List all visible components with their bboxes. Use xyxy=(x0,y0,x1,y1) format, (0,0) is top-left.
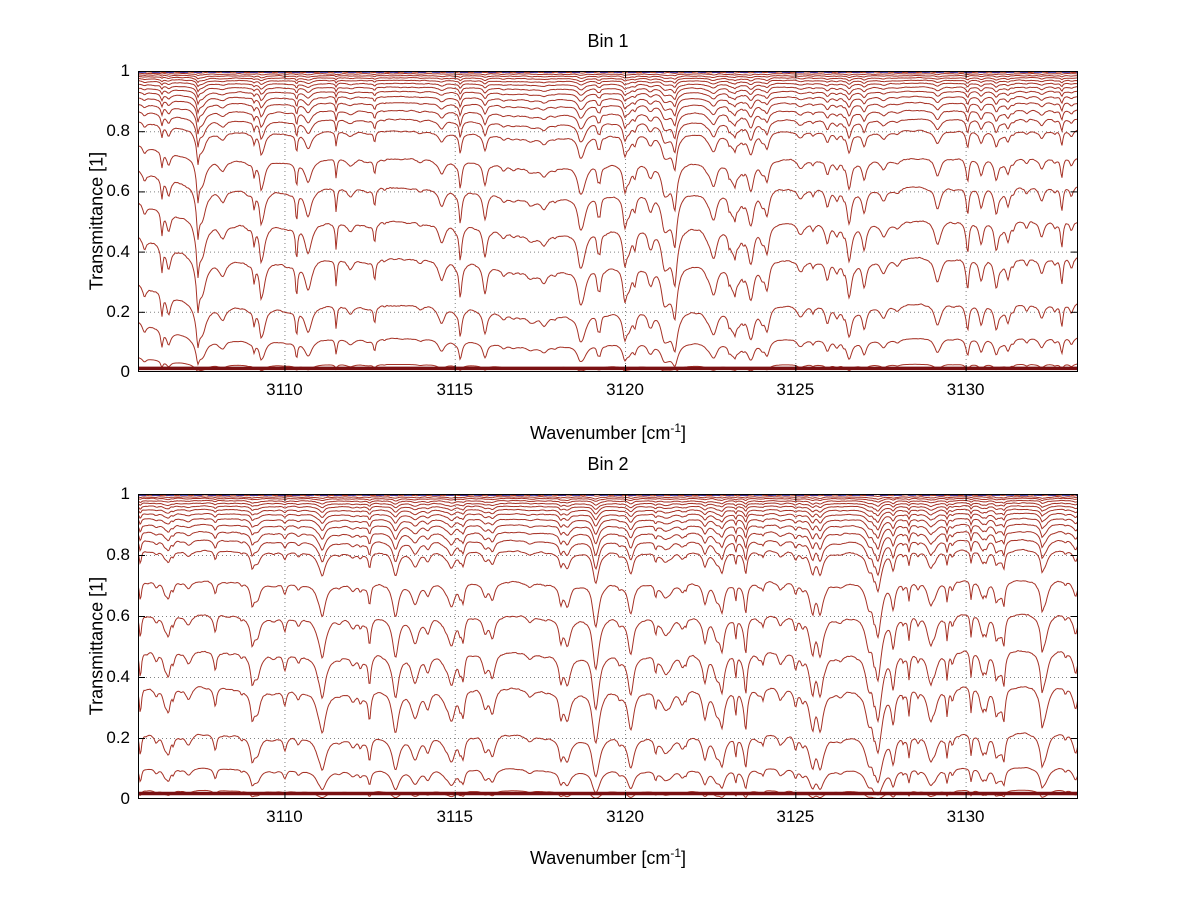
x-axis-label-text: Wavenumber [cm xyxy=(529,423,671,443)
tick-marks xyxy=(138,71,1078,372)
x-axis-label: Wavenumber [cm-1] xyxy=(138,841,1078,870)
spectrum-curve xyxy=(138,83,1078,101)
spectrum-curve xyxy=(138,284,1078,353)
x-tick-label: 3125 xyxy=(776,807,815,826)
x-axis-label-close: ] xyxy=(681,423,687,443)
chart-title: Bin 2 xyxy=(587,454,629,474)
plot-area xyxy=(138,494,1078,799)
axis-frame xyxy=(138,71,1078,372)
spectrum-curve xyxy=(138,505,1078,517)
spectrum-curve xyxy=(138,321,1078,367)
x-tick-label: 3120 xyxy=(606,380,644,399)
spectrum-curve xyxy=(138,170,1078,249)
spectrum-curve xyxy=(138,530,1078,563)
spectrum-curve xyxy=(138,517,1078,540)
spectrum-curve xyxy=(138,202,1078,289)
spectrum-curve xyxy=(138,767,1078,796)
spectrum-curve xyxy=(138,103,1078,140)
x-tick-label: 3125 xyxy=(776,380,815,399)
plot-area xyxy=(138,71,1078,372)
spectrum-curve xyxy=(138,74,1078,80)
spectrum-curve xyxy=(138,538,1078,577)
y-tick-label: 1 xyxy=(120,61,130,80)
spectrum-curve xyxy=(138,502,1078,512)
y-tick-label: 0.4 xyxy=(106,241,130,261)
x-tick-label: 3115 xyxy=(436,807,474,826)
spectrum-curve xyxy=(138,613,1078,683)
y-tick-label: 0.6 xyxy=(106,181,130,201)
transmittance-curves xyxy=(138,494,1078,799)
x-tick-label: 3110 xyxy=(266,807,303,826)
spectrum-curve xyxy=(138,523,1078,551)
x-axis-label-close: ] xyxy=(681,848,687,868)
spectrum-curve xyxy=(138,145,1078,213)
x-axis-label-superscript: -1 xyxy=(670,421,682,435)
y-tick-label: 1 xyxy=(120,484,130,503)
y-tick-label: 0.6 xyxy=(106,606,130,625)
tick-marks xyxy=(138,494,1078,799)
spectrum-curve xyxy=(138,91,1078,117)
chart-title: Bin 1 xyxy=(587,31,629,51)
spectrum-curve xyxy=(138,80,1078,94)
y-tick-label: 0.8 xyxy=(106,121,130,141)
spectrum-curve xyxy=(138,111,1078,154)
y-tick-label: 0.2 xyxy=(106,301,130,321)
x-axis-label-text: Wavenumber [cm xyxy=(529,848,671,868)
spectrum-curve xyxy=(138,236,1078,322)
spectrum-curve xyxy=(138,87,1078,108)
y-tick-label: 0.8 xyxy=(106,545,130,564)
spectrum-curve xyxy=(138,580,1078,640)
spectrum-curve xyxy=(138,72,1078,77)
axis-frame xyxy=(138,494,1078,799)
x-tick-label: 3110 xyxy=(266,380,303,399)
spectrum-curve xyxy=(138,76,1078,84)
spectrum-curve xyxy=(138,732,1078,784)
transmittance-curves xyxy=(138,71,1078,372)
x-axis-label-superscript: -1 xyxy=(670,846,682,860)
x-tick-label: 3130 xyxy=(946,807,985,826)
spectrum-curve xyxy=(138,97,1078,127)
y-tick-label: 0 xyxy=(120,789,130,808)
spectrum-curve xyxy=(138,499,1078,507)
spectrum-curve xyxy=(138,686,1078,755)
x-axis-label: Wavenumber [cm-1] xyxy=(138,416,1078,445)
spectrum-curve xyxy=(138,508,1078,524)
y-tick-label: 0.2 xyxy=(106,728,130,747)
y-axis-label: Transmittance [1] xyxy=(86,576,107,716)
spectrum-curve xyxy=(138,497,1078,503)
x-tick-label: 3120 xyxy=(606,807,644,826)
y-tick-label: 0.4 xyxy=(106,667,130,686)
y-tick-label: 0 xyxy=(120,362,130,381)
grid xyxy=(138,494,1078,799)
spectrum-curve xyxy=(138,548,1078,594)
grid xyxy=(138,71,1078,372)
spectrum-curve xyxy=(138,121,1078,173)
spectrum-curve xyxy=(138,650,1078,724)
spectrum-curve xyxy=(138,512,1078,531)
x-tick-label: 3115 xyxy=(436,380,474,399)
x-tick-label: 3130 xyxy=(946,380,985,399)
spectrum-curve xyxy=(138,77,1078,88)
spectrum-curve xyxy=(138,496,1078,500)
